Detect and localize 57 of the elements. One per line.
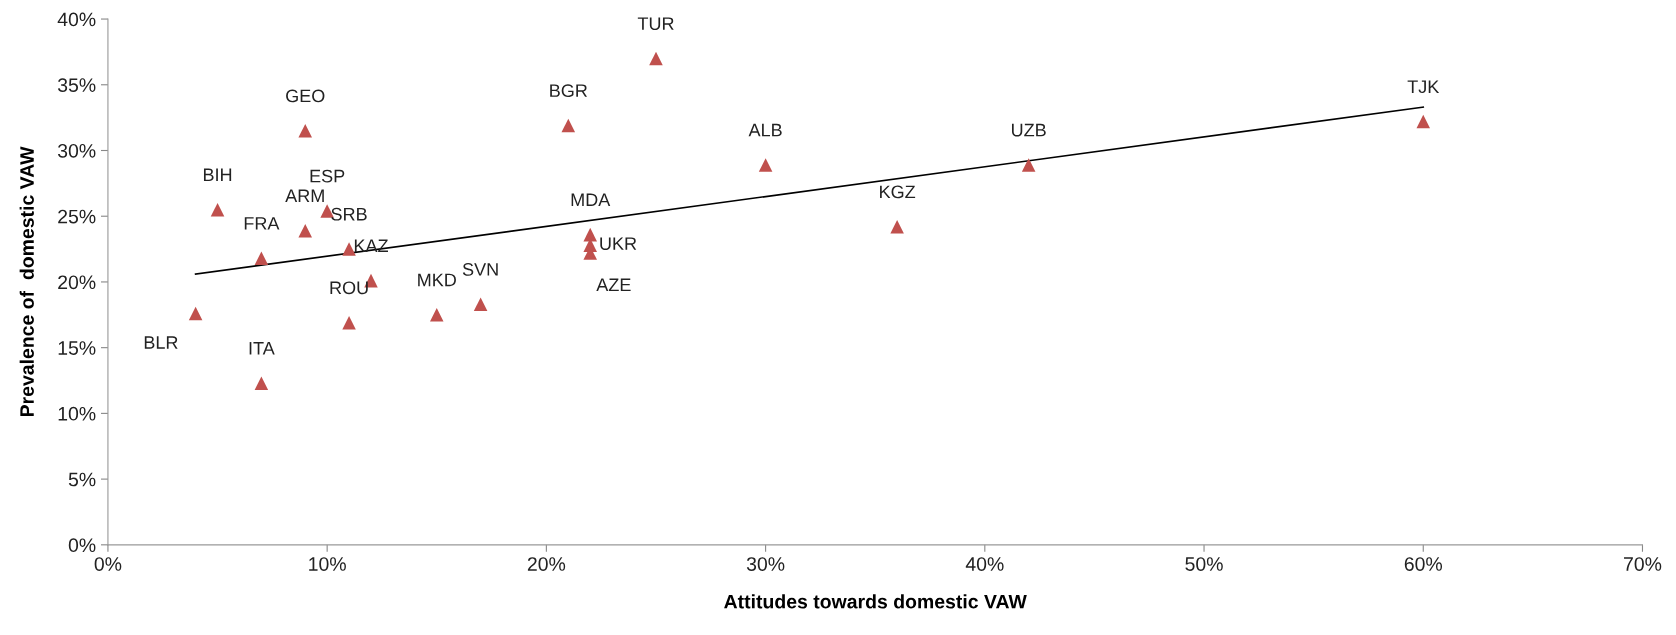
- annotation: BLR: [144, 336, 178, 349]
- x-tick-label: 40%: [965, 557, 1004, 571]
- x-tick-label: 20%: [527, 557, 566, 571]
- annotation: GEO: [286, 89, 325, 103]
- point: [254, 251, 269, 266]
- point: [583, 227, 597, 242]
- point: [649, 51, 663, 66]
- annotation: UZB: [1012, 123, 1046, 137]
- y-axis-title: Prevalence of domestic VAW: [19, 146, 34, 417]
- x-tick-label: 60%: [1404, 557, 1443, 571]
- annotation: FRA: [244, 217, 280, 230]
- y-tick-label: 30%: [57, 143, 96, 158]
- point: [254, 376, 269, 390]
- y-tick-label: 10%: [58, 406, 96, 421]
- annotation: KAZ: [354, 239, 388, 252]
- x-tick-label: 30%: [746, 557, 785, 571]
- point: [342, 242, 356, 256]
- point: [342, 315, 356, 330]
- x-tick-label: 0%: [94, 557, 122, 571]
- y-tick-label: 0%: [68, 538, 96, 553]
- annotation: ESP: [310, 169, 345, 183]
- annotation: UKR: [600, 237, 637, 250]
- point: [210, 202, 225, 217]
- y-tick-label: 20%: [58, 275, 96, 290]
- annotation: ITA: [249, 342, 275, 355]
- y-tick-label: 35%: [57, 78, 96, 93]
- annotation: TJK: [1407, 80, 1440, 94]
- point: [758, 158, 773, 172]
- point: [1416, 114, 1431, 129]
- x-tick-label: 70%: [1624, 557, 1662, 571]
- annotation: BGR: [550, 84, 588, 98]
- annotation: ARM: [285, 189, 324, 203]
- annotation: BIH: [203, 168, 232, 181]
- y-tick-label: 25%: [58, 209, 96, 224]
- point: [561, 118, 576, 133]
- x-tick-label: 50%: [1185, 557, 1223, 571]
- point: [473, 297, 488, 312]
- point: [298, 124, 312, 138]
- annotation: AZE: [596, 278, 631, 292]
- x-axis-title: Attitudes towards domestic VAW: [724, 594, 1027, 609]
- annotation: ALB: [748, 123, 782, 137]
- annotation: TUR: [637, 17, 674, 30]
- annotation: ROU: [330, 281, 368, 295]
- y-tick-label: 15%: [58, 341, 96, 355]
- annotation: MKD: [418, 273, 456, 287]
- annotation: MDA: [571, 193, 611, 206]
- point: [430, 308, 444, 322]
- y-tick-label: 5%: [68, 472, 96, 487]
- annotation: SVN: [462, 263, 498, 276]
- point: [1021, 158, 1036, 172]
- y-tick-label: 40%: [57, 12, 96, 27]
- annotation: KGZ: [880, 185, 916, 199]
- point: [890, 219, 904, 234]
- annotation: SRB: [331, 207, 367, 221]
- point: [188, 306, 203, 321]
- x-tick-label: 10%: [309, 557, 346, 571]
- point: [298, 223, 312, 238]
